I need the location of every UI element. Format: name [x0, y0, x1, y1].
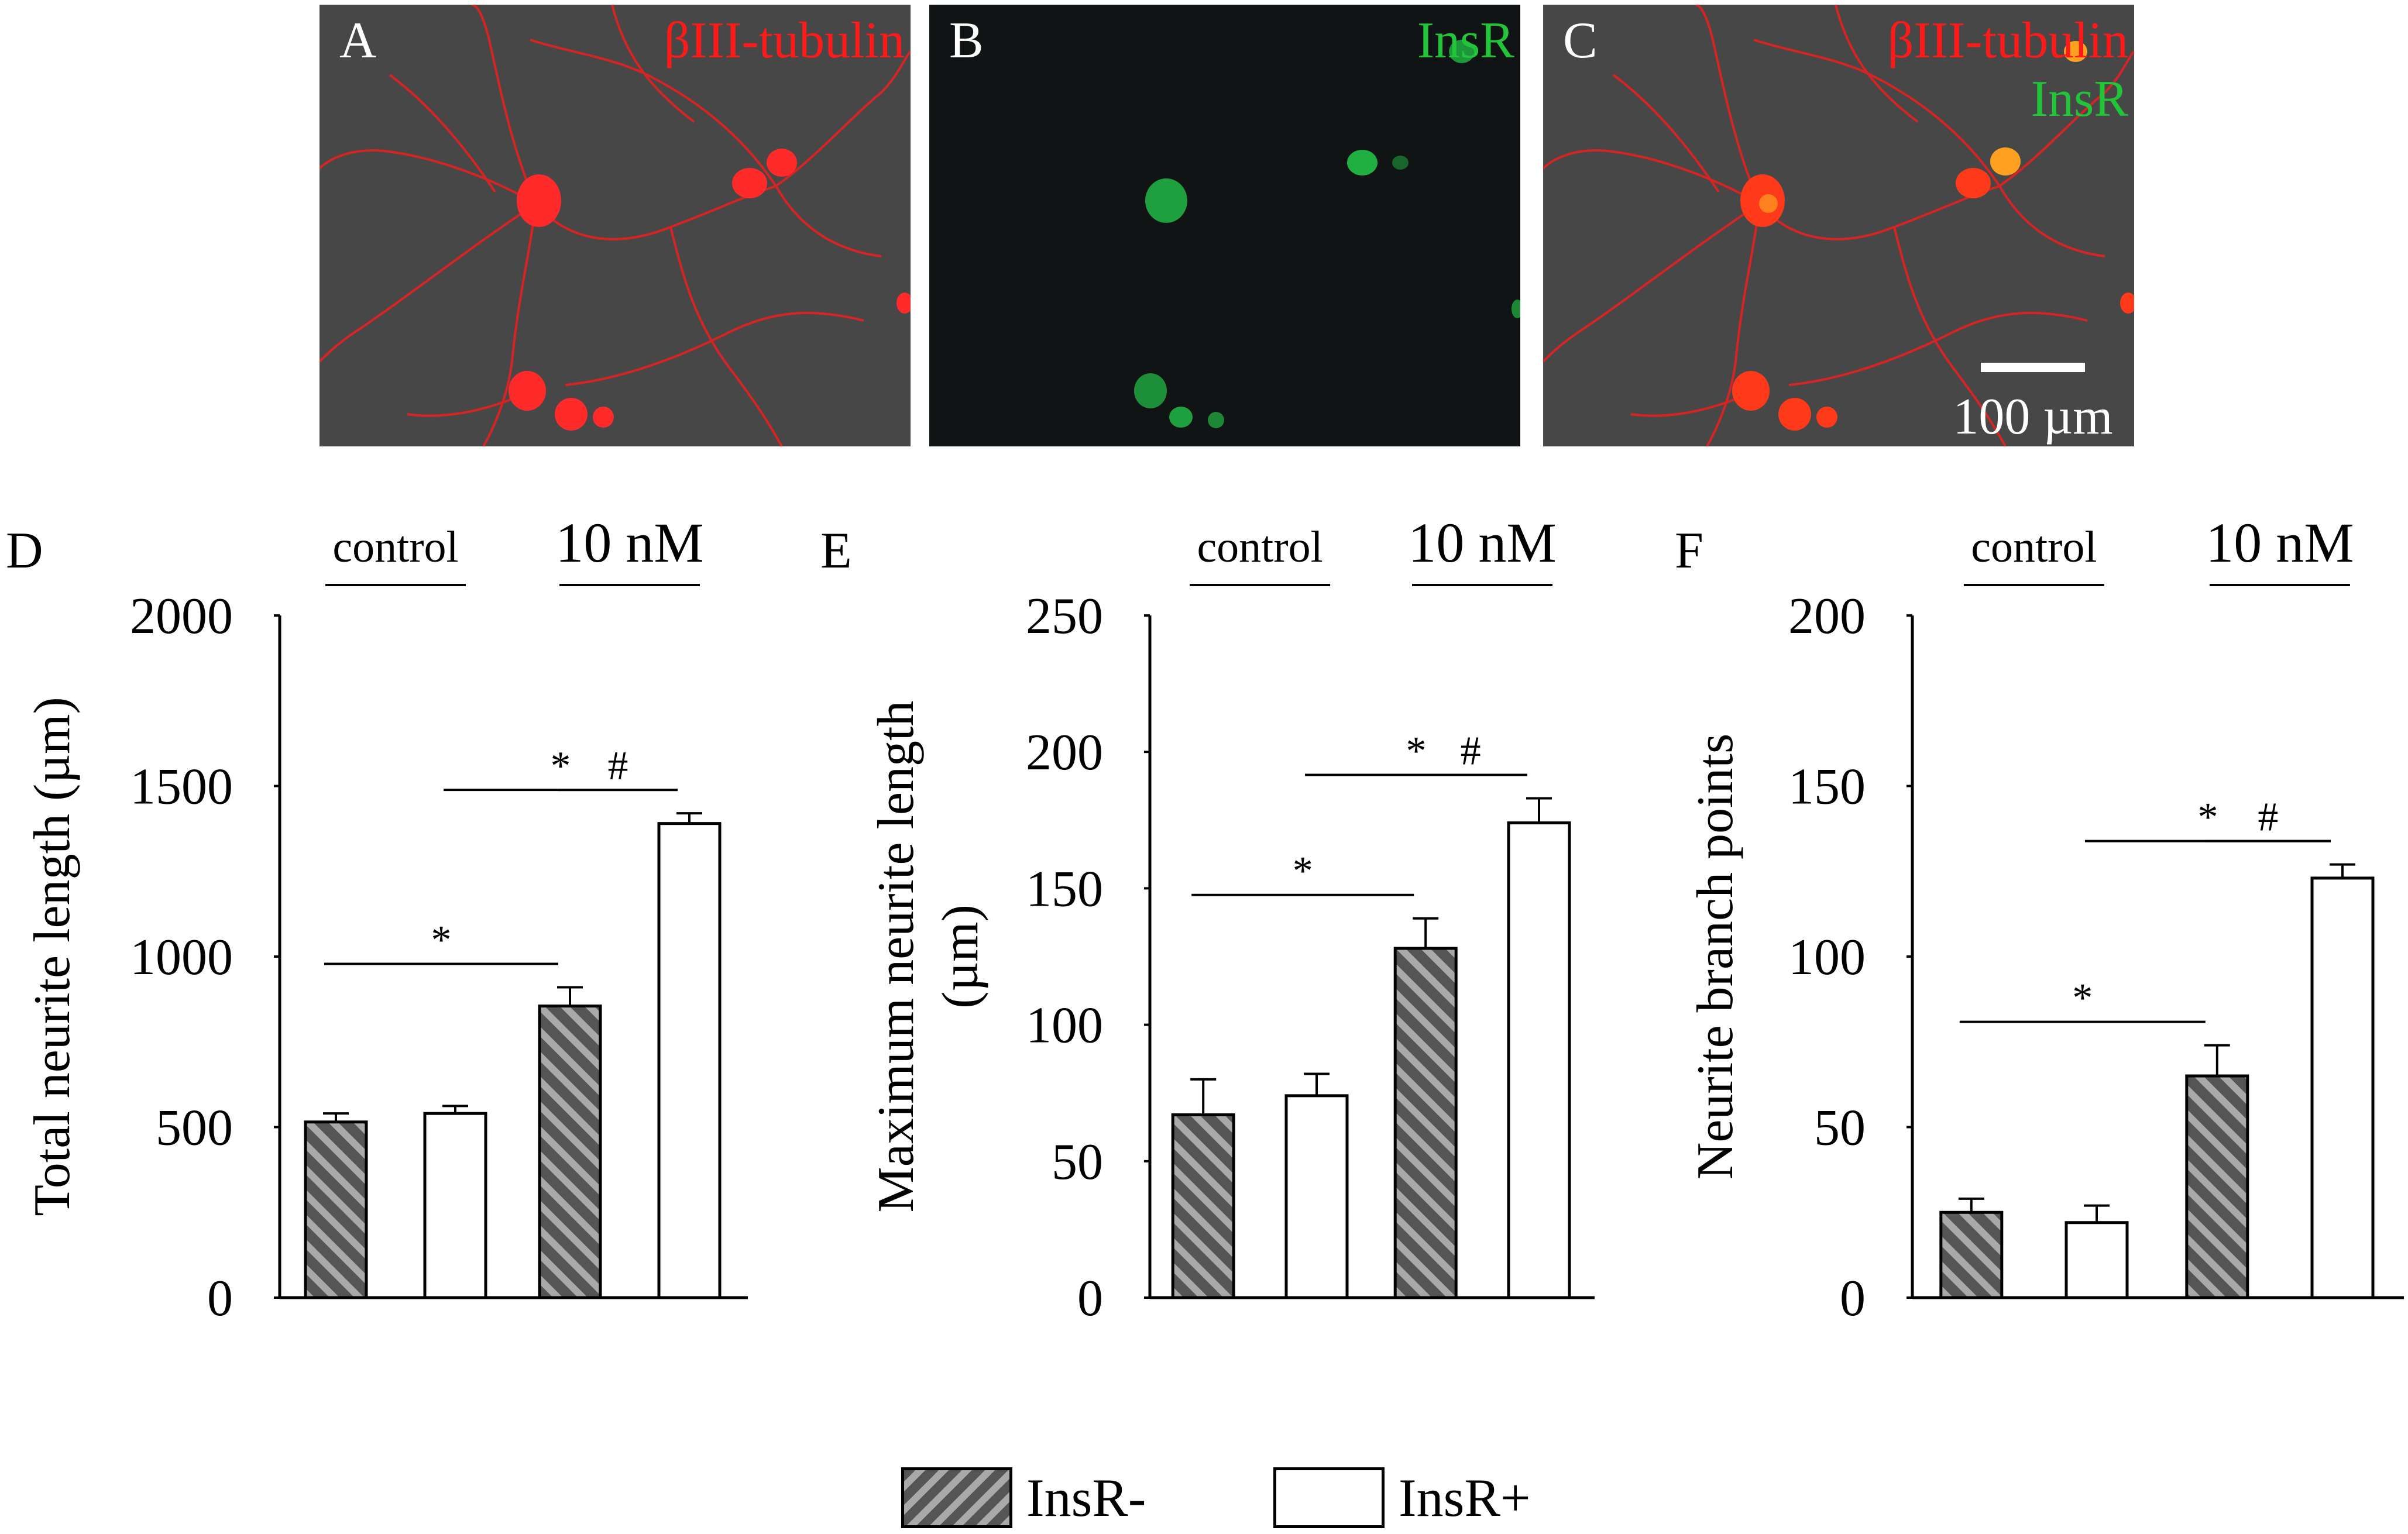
y-tick-label: 150 [1788, 759, 1866, 816]
bar-insr-neg [304, 1120, 368, 1299]
panel-label: F [1675, 522, 1703, 579]
y-axis-label: Total neurite length (µm) [24, 697, 81, 1216]
neuron-image-c: C βIII-tubulin InsR 100 µm [1543, 5, 2134, 446]
significance-symbol: # [1461, 728, 1481, 773]
y-tick-label: 100 [1788, 929, 1866, 986]
y-tick-label: 50 [1814, 1100, 1866, 1157]
significance-symbol: * [2072, 976, 2093, 1021]
legend-item-insr-neg: InsR- [901, 1463, 1146, 1533]
panel-label-a: A [339, 12, 377, 69]
y-tick-label: 0 [1840, 1270, 1866, 1327]
legend: InsR- InsR+ [901, 1463, 1603, 1533]
bar-insr-negpos [1284, 1094, 1349, 1299]
y-axis-label: (µm) [932, 904, 989, 1009]
y-tick-label: 200 [1026, 724, 1103, 781]
panel-label-b: B [949, 12, 984, 69]
y-tick-label: 150 [1026, 861, 1103, 917]
image-b-label-0: InsR [1417, 12, 1515, 69]
chart-panel-d: D 0 500 1000 1500 2000 Total neurite length (µ… [6, 511, 748, 1327]
significance-symbol: * [1293, 849, 1313, 894]
group-label: control [332, 522, 458, 572]
y-axis-label: Maximum neurite length [868, 701, 925, 1213]
bar-insr-neg [1171, 1113, 1235, 1299]
y-tick-label: 250 [1026, 588, 1103, 645]
legend-swatch-hatched [901, 1467, 1012, 1528]
bar-insr-neg [1939, 1210, 2004, 1299]
group-label: 10 nM [555, 511, 703, 574]
bar-insr-negpos [423, 1112, 487, 1299]
significance-symbol: * [2198, 795, 2218, 840]
neuron-image-b: B InsR [949, 12, 1520, 428]
image-c-label-0: βIII-tubulin [1888, 12, 2128, 69]
significance-symbol: * [431, 917, 452, 962]
significance-symbol: # [608, 744, 628, 789]
y-tick-label: 200 [1788, 588, 1866, 645]
scale-bar-label: 100 µm [1953, 388, 2112, 445]
image-a-label-0: βIII-tubulin [664, 12, 905, 69]
scale-bar [1981, 363, 2085, 372]
group-label: 10 nM [1408, 511, 1556, 574]
group-label: control [1197, 522, 1322, 572]
y-tick-label: 2000 [130, 588, 233, 645]
panel-label-c: C [1563, 12, 1598, 69]
legend-label: InsR+ [1399, 1468, 1531, 1528]
significance-symbol: # [2258, 795, 2278, 840]
y-axis-label: Neurite branch points [1687, 734, 1744, 1179]
panel-label: D [6, 522, 43, 579]
y-tick-label: 1500 [130, 759, 233, 816]
bar-insr-negpos [1507, 821, 1571, 1299]
significance-symbol: * [551, 744, 571, 789]
panel-label: E [820, 522, 852, 579]
micrograph-a: A βIII-tubulin [320, 5, 911, 446]
y-tick-label: 100 [1026, 998, 1103, 1054]
legend-swatch-open [1273, 1467, 1385, 1528]
bar-insr-negpos [2310, 876, 2375, 1299]
chart-panel-f: F 0 50 100 150 200 Neurite branch points contro… [1675, 511, 2404, 1327]
y-tick-label: 1000 [130, 929, 233, 986]
y-tick-label: 500 [156, 1100, 233, 1157]
micrograph-c: C βIII-tubulin InsR 100 µm [1543, 5, 2134, 446]
y-tick-label: 0 [207, 1270, 233, 1327]
micrograph-b: B InsR [929, 5, 1520, 446]
y-tick-label: 50 [1052, 1134, 1103, 1191]
neuron-image-a: A βIII-tubulin [320, 5, 911, 446]
bar-insr-negpos [657, 822, 722, 1299]
legend-item-insr-pos: InsR+ [1273, 1463, 1531, 1533]
group-label: 10 nM [2206, 511, 2354, 574]
significance-symbol: * [1406, 728, 1427, 773]
bar-insr-neg [2185, 1074, 2249, 1299]
chart-panel-e: E 0 50 100 150 200 250 Maximum neurite length (µ… [820, 511, 1595, 1327]
bar-insr-neg [538, 1005, 602, 1299]
image-c-label-1: InsR [2031, 71, 2129, 128]
y-tick-label: 0 [1077, 1270, 1103, 1327]
legend-label: InsR- [1026, 1468, 1146, 1528]
group-label: control [1971, 522, 2097, 572]
bar-insr-neg [1393, 947, 1458, 1299]
bar-insr-negpos [2065, 1221, 2129, 1299]
